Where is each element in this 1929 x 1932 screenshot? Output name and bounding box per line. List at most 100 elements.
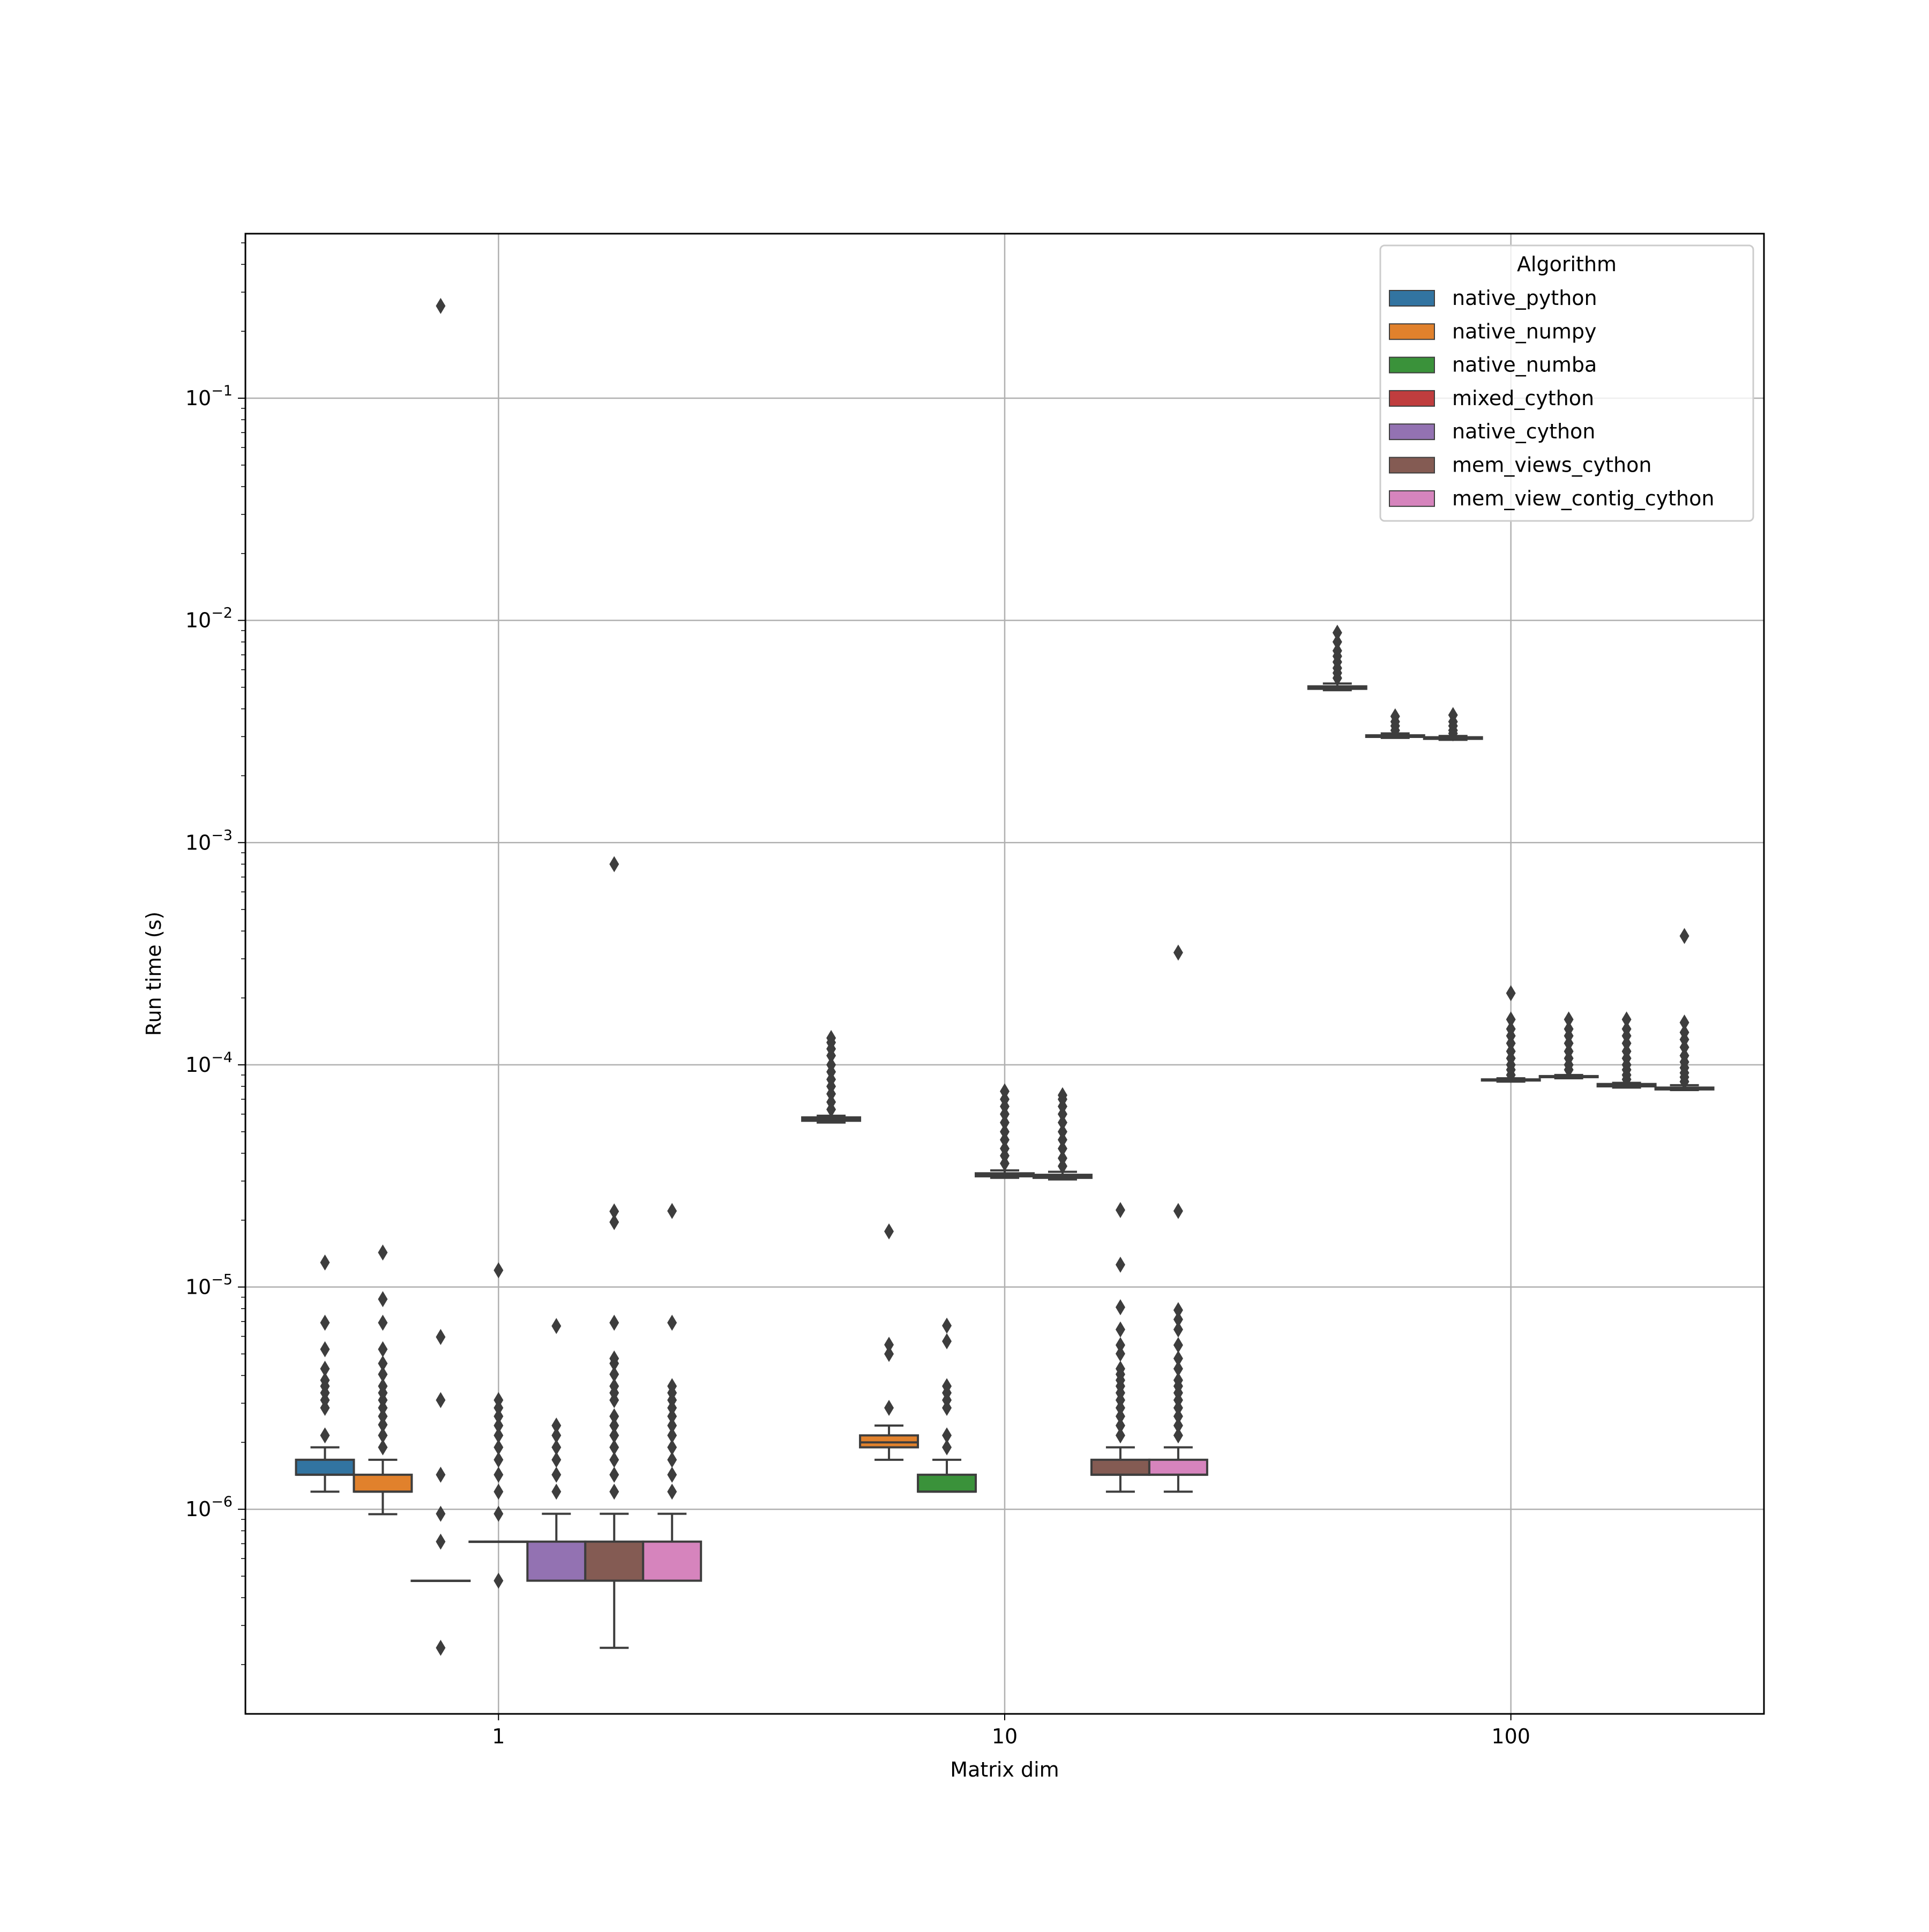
outlier-point xyxy=(378,1416,388,1433)
outlier-point xyxy=(1057,1140,1067,1157)
outlier-point xyxy=(667,1378,677,1394)
outlier-point xyxy=(1679,1047,1689,1064)
outlier-point xyxy=(609,1214,619,1230)
outlier-point xyxy=(1506,1020,1516,1037)
outlier-point xyxy=(884,1223,894,1240)
outlier-point xyxy=(436,1505,446,1522)
outlier-point xyxy=(1506,1011,1516,1028)
x-tick-label: 1 xyxy=(492,1725,505,1748)
legend: Algorithm native_python native_numpynativ… xyxy=(1379,244,1754,522)
legend-swatch xyxy=(1389,323,1435,340)
legend-frame xyxy=(1379,244,1754,522)
box-mixed_cython-10 xyxy=(975,1083,1035,1179)
outlier-point xyxy=(1115,1337,1125,1353)
outlier-point xyxy=(551,1439,562,1456)
outlier-point xyxy=(609,1203,619,1220)
box-native_numpy-100 xyxy=(1365,708,1425,739)
box-mem_view_contig_cython-10 xyxy=(1148,944,1208,1493)
outlier-point xyxy=(1332,624,1342,641)
box-body xyxy=(295,1458,355,1476)
outlier-point xyxy=(436,1329,446,1345)
outlier-point xyxy=(1448,707,1458,723)
box-mem_views_cython-100 xyxy=(1596,1011,1657,1089)
legend-label: mixed_cython xyxy=(1452,386,1594,410)
box-native_cython-10 xyxy=(1032,1087,1093,1181)
box-body xyxy=(584,1540,645,1582)
outlier-point xyxy=(1506,985,1516,1002)
y-tick-exponent: −1 xyxy=(211,383,233,399)
legend-swatch xyxy=(1389,490,1435,507)
outlier-point xyxy=(494,1451,504,1468)
box-native_numba-10 xyxy=(917,1317,977,1493)
outlier-point xyxy=(1173,1408,1183,1424)
box-native_python-10 xyxy=(801,1030,862,1124)
box-mixed_cython-100 xyxy=(1481,985,1541,1083)
outlier-point xyxy=(1173,1203,1183,1219)
outlier-point xyxy=(609,1466,619,1483)
outlier-point xyxy=(378,1355,388,1372)
outlier-point xyxy=(378,1244,388,1261)
outlier-point xyxy=(378,1341,388,1357)
y-tick-exponent: −5 xyxy=(211,1272,233,1288)
y-tick-exponent: −2 xyxy=(211,605,233,622)
outlier-point xyxy=(1332,643,1342,659)
outlier-point xyxy=(320,1360,330,1377)
legend-label: mem_views_cython xyxy=(1452,453,1651,477)
outlier-point xyxy=(1115,1360,1125,1377)
outlier-point xyxy=(494,1439,504,1456)
box-native_python-1 xyxy=(295,1254,355,1493)
outlier-point xyxy=(1679,928,1689,944)
outlier-point xyxy=(667,1439,677,1456)
outlier-point xyxy=(884,1399,894,1416)
outlier-point xyxy=(1173,1418,1183,1434)
outlier-point xyxy=(551,1451,562,1468)
outlier-point xyxy=(1000,1140,1010,1157)
outlier-point xyxy=(826,1030,836,1046)
outlier-point xyxy=(667,1408,677,1424)
outlier-point xyxy=(320,1372,330,1389)
legend-swatch xyxy=(1389,290,1435,307)
legend-title: Algorithm xyxy=(1517,252,1617,276)
box-native_numba-100 xyxy=(1423,707,1483,742)
box-mem_views_cython-1 xyxy=(584,856,645,1649)
outlier-point xyxy=(436,1533,446,1550)
outlier-point xyxy=(1000,1123,1010,1140)
outlier-point xyxy=(1506,1043,1516,1060)
outlier-point xyxy=(884,1346,894,1362)
outlier-point xyxy=(1679,1014,1689,1031)
y-tick-base: 10 xyxy=(185,1053,211,1077)
box-mem_view_contig_cython-1 xyxy=(642,1203,702,1582)
legend-label: native_python xyxy=(1452,286,1597,310)
outlier-point xyxy=(320,1427,330,1444)
outlier-point xyxy=(378,1408,388,1424)
outlier-point xyxy=(378,1378,388,1394)
box-mem_views_cython-10 xyxy=(1090,1202,1150,1493)
outlier-point xyxy=(609,1418,619,1434)
legend-label: native_numba xyxy=(1452,353,1597,377)
y-tick-base: 10 xyxy=(185,831,211,854)
outlier-point xyxy=(551,1483,562,1500)
outlier-point xyxy=(378,1291,388,1308)
outlier-point xyxy=(826,1056,836,1073)
legend-swatch xyxy=(1389,390,1435,407)
outlier-point xyxy=(1000,1131,1010,1148)
outlier-point xyxy=(551,1427,562,1444)
outlier-point xyxy=(609,1408,619,1424)
outlier-point xyxy=(609,1483,619,1500)
y-axis-label: Run time (s) xyxy=(142,912,166,1036)
outlier-point xyxy=(667,1418,677,1434)
outlier-point xyxy=(1115,1408,1125,1424)
outlier-point xyxy=(942,1378,952,1394)
box-body xyxy=(1148,1458,1208,1476)
outlier-point xyxy=(320,1315,330,1331)
box-body xyxy=(526,1540,587,1582)
outlier-point xyxy=(667,1315,677,1331)
outlier-point xyxy=(1000,1083,1010,1100)
box-mem_view_contig_cython-100 xyxy=(1654,928,1715,1091)
outlier-point xyxy=(551,1318,562,1334)
outlier-point xyxy=(320,1341,330,1357)
outlier-point xyxy=(1679,1024,1689,1041)
outlier-point xyxy=(1057,1150,1067,1167)
